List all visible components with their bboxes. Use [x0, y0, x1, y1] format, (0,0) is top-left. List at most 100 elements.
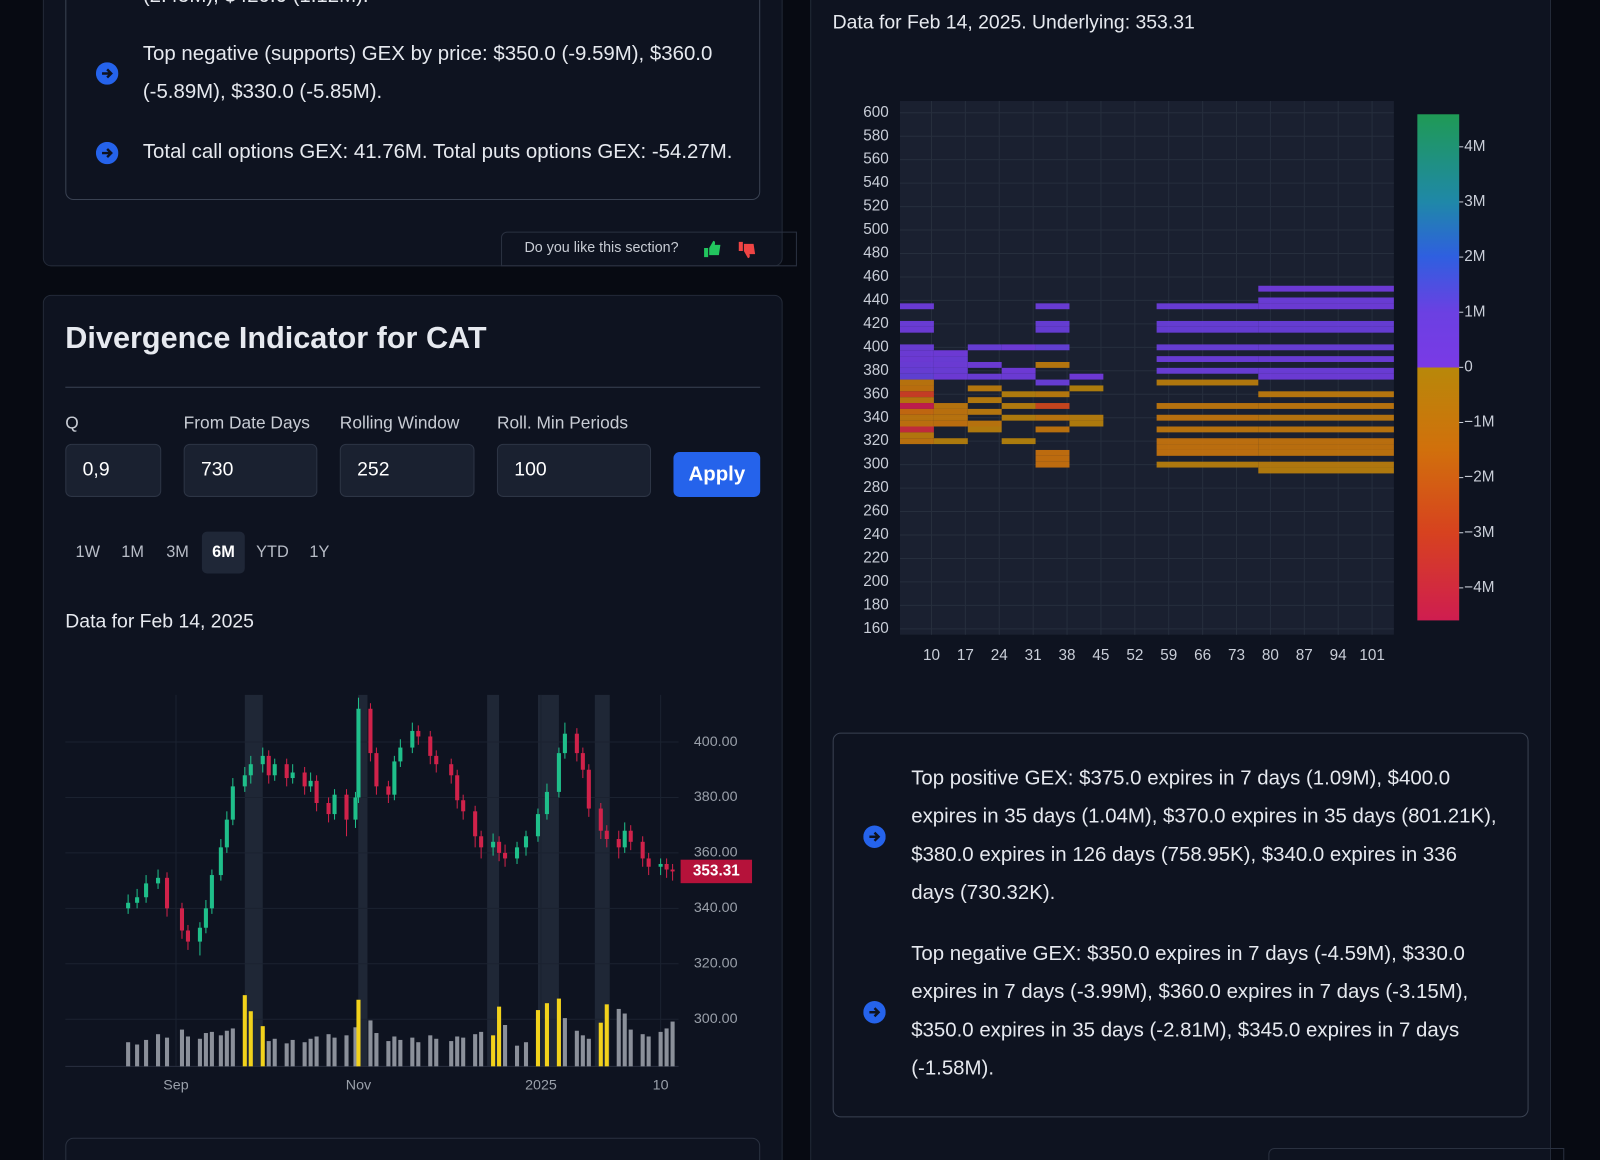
heatmap-cell — [1258, 356, 1394, 362]
heatmap-cell — [1156, 438, 1259, 445]
y-tick-label: 280 — [863, 479, 889, 496]
summary-box — [65, 0, 761, 200]
x-tick-label: 38 — [1059, 647, 1076, 664]
candle-body — [535, 814, 541, 837]
range-button[interactable]: YTD — [256, 543, 289, 562]
x-tick-label: 10 — [923, 647, 940, 664]
heatmap-cell — [933, 373, 968, 380]
candle-body — [314, 780, 319, 804]
candle-body — [586, 769, 591, 809]
x-tick-label: 59 — [1160, 647, 1177, 664]
y-tick-label: 200 — [863, 573, 889, 590]
y-tick-label: 240 — [863, 526, 889, 543]
volume-bar — [179, 1029, 185, 1067]
heatmap-cell — [1258, 414, 1394, 421]
text-input[interactable]: 252 — [339, 443, 475, 497]
volume-bar — [479, 1031, 484, 1067]
heatmap-cell — [1001, 438, 1036, 445]
heatmap-cell — [1258, 403, 1394, 409]
volume-bar — [461, 1037, 466, 1067]
volume-bar — [209, 1031, 214, 1067]
volume-bar — [664, 1028, 669, 1067]
candle-body — [640, 841, 645, 859]
volume-bar — [314, 1036, 319, 1067]
range-button[interactable]: 6M — [201, 531, 246, 574]
volume-bar — [224, 1030, 229, 1067]
candle-body — [410, 730, 415, 748]
input-label: Q — [65, 413, 79, 433]
heatmap-cell — [967, 385, 1002, 392]
volume-bar — [562, 1018, 567, 1067]
text-input[interactable]: 730 — [183, 443, 318, 497]
volume-bar — [248, 1011, 253, 1067]
heatmap-cell — [933, 408, 968, 415]
heatmap-cell — [899, 391, 934, 398]
heatmap-cell — [1258, 438, 1394, 445]
range-button[interactable]: 3M — [166, 543, 189, 562]
heatmap-cell — [1156, 326, 1259, 333]
candle-body — [503, 852, 508, 859]
heatmap-cell — [899, 408, 934, 415]
candle-body — [209, 875, 214, 909]
apply-button[interactable]: Apply — [673, 452, 761, 497]
heatmap-cell — [899, 367, 934, 374]
heatmap-cell — [1156, 344, 1259, 351]
text-input[interactable]: 100 — [496, 443, 652, 497]
candle-body — [670, 869, 675, 872]
candle-body — [302, 772, 307, 787]
volume-bar — [332, 1037, 337, 1067]
heatmap-cell — [1069, 373, 1104, 380]
candle-body — [374, 753, 379, 787]
volume-bar — [353, 1027, 358, 1067]
range-button[interactable]: 1M — [121, 543, 144, 562]
candle-body — [479, 836, 484, 848]
candle-body — [284, 764, 289, 779]
heatmap-cell — [1069, 414, 1104, 421]
candle-body — [580, 753, 585, 770]
volume-bar — [428, 1035, 433, 1067]
y-tick-label: 360.00 — [694, 845, 738, 861]
volume-bar — [410, 1037, 415, 1067]
volume-bar — [497, 1006, 502, 1067]
heatmap-cell — [899, 385, 934, 392]
candle-body — [473, 811, 478, 837]
heatmap-cell — [1035, 449, 1070, 456]
volume-bar — [266, 1041, 271, 1067]
volume-bar — [290, 1039, 295, 1067]
x-tick-label: 80 — [1262, 647, 1279, 664]
volume-bar — [523, 1042, 529, 1067]
heatmap-cell — [1258, 391, 1394, 398]
volume-bar — [622, 1013, 627, 1067]
heatmap-cell — [1001, 373, 1036, 380]
volume-bar — [302, 1042, 307, 1067]
heatmap-cell — [899, 426, 934, 433]
heatmap-cell — [1156, 403, 1259, 409]
range-button[interactable]: 1W — [75, 543, 100, 562]
text-input[interactable]: 0,9 — [65, 443, 162, 497]
heatmap-cell — [1258, 367, 1394, 374]
volume-bar — [392, 1036, 397, 1067]
divider — [65, 386, 761, 388]
heatmap-cell — [1156, 414, 1259, 421]
heatmap-cell — [1035, 455, 1070, 462]
range-button[interactable]: 1Y — [309, 543, 330, 562]
divergence-band — [594, 694, 610, 1067]
heatmap-cell — [967, 408, 1002, 415]
heatmap-cell — [1258, 467, 1394, 474]
heatmap-cell — [1035, 303, 1070, 310]
candle-body — [179, 908, 185, 931]
heatmap-cell — [1156, 379, 1259, 386]
y-tick-label: 380.00 — [694, 789, 738, 805]
heatmap-cell — [899, 373, 934, 380]
volume-bar — [670, 1021, 675, 1067]
feedback-buttons[interactable] — [702, 239, 763, 259]
volume-bar — [144, 1039, 149, 1067]
candle-body — [272, 764, 277, 776]
volume-bar — [574, 1030, 579, 1067]
candle-body — [197, 927, 202, 942]
heatmap-cell — [1258, 326, 1394, 333]
colorbar-label: −4M — [1464, 579, 1494, 596]
colorbar-label: 1M — [1464, 303, 1485, 320]
bullet-icon — [95, 141, 119, 165]
